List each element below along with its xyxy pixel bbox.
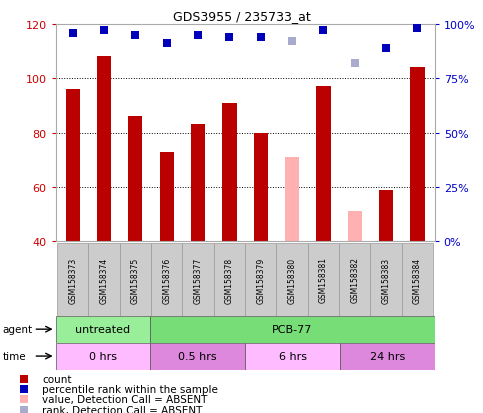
Bar — [402, 244, 433, 316]
Text: GSM158375: GSM158375 — [131, 257, 140, 303]
Text: PCB-77: PCB-77 — [272, 324, 313, 335]
Bar — [160, 152, 174, 242]
Text: value, Detection Call = ABSENT: value, Detection Call = ABSENT — [42, 394, 208, 404]
Text: GSM158378: GSM158378 — [225, 257, 234, 303]
Text: 24 hrs: 24 hrs — [369, 351, 405, 361]
Bar — [379, 190, 393, 242]
Text: untreated: untreated — [75, 324, 130, 335]
Bar — [151, 244, 183, 316]
Bar — [214, 244, 245, 316]
Text: GSM158376: GSM158376 — [162, 257, 171, 303]
Bar — [191, 125, 205, 242]
Bar — [56, 343, 150, 370]
Bar — [56, 316, 150, 343]
Bar — [97, 57, 111, 242]
Bar — [222, 103, 237, 242]
Text: GSM158374: GSM158374 — [99, 257, 109, 303]
Text: GSM158384: GSM158384 — [413, 257, 422, 303]
Text: agent: agent — [2, 324, 32, 335]
Text: 0 hrs: 0 hrs — [89, 351, 117, 361]
Text: GSM158383: GSM158383 — [382, 257, 391, 303]
Bar — [340, 343, 435, 370]
Text: 0.5 hrs: 0.5 hrs — [178, 351, 217, 361]
Bar — [128, 117, 142, 242]
Bar — [348, 212, 362, 242]
Bar — [120, 244, 151, 316]
Bar — [411, 68, 425, 242]
Text: GSM158373: GSM158373 — [68, 257, 77, 303]
Bar — [308, 244, 339, 316]
Bar — [316, 87, 330, 242]
Text: count: count — [42, 374, 71, 384]
Text: GSM158381: GSM158381 — [319, 257, 328, 303]
Bar — [150, 316, 435, 343]
Bar — [183, 244, 214, 316]
Text: GDS3955 / 235733_at: GDS3955 / 235733_at — [172, 10, 311, 23]
Bar — [66, 90, 80, 242]
Text: GSM158380: GSM158380 — [287, 257, 297, 303]
Bar — [88, 244, 120, 316]
Bar — [57, 244, 88, 316]
Text: time: time — [2, 351, 26, 361]
Text: GSM158377: GSM158377 — [194, 257, 203, 303]
Text: percentile rank within the sample: percentile rank within the sample — [42, 385, 218, 394]
Bar — [254, 133, 268, 242]
Bar — [245, 244, 276, 316]
Bar — [285, 158, 299, 242]
Bar — [370, 244, 402, 316]
Text: 6 hrs: 6 hrs — [279, 351, 307, 361]
Text: GSM158382: GSM158382 — [350, 257, 359, 303]
Bar — [276, 244, 308, 316]
Text: rank, Detection Call = ABSENT: rank, Detection Call = ABSENT — [42, 405, 202, 413]
Bar — [245, 343, 340, 370]
Bar — [339, 244, 370, 316]
Text: GSM158379: GSM158379 — [256, 257, 265, 303]
Bar — [150, 343, 245, 370]
